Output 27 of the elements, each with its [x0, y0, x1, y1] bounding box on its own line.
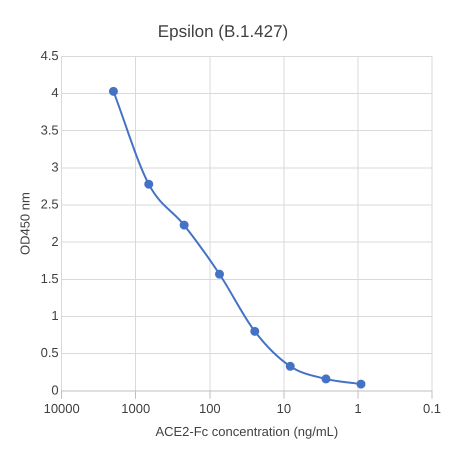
- point: [250, 326, 260, 336]
- y-tick-label: 1.5: [40, 270, 59, 286]
- point: [144, 180, 154, 189]
- point: [214, 270, 224, 279]
- y-tick-label: 1: [51, 308, 59, 324]
- y-tick-label: 2: [51, 234, 59, 249]
- y-tick-label: 2.5: [40, 196, 59, 212]
- point: [180, 220, 189, 230]
- chart-title: Epsilon (B.1.427): [158, 22, 288, 41]
- point: [356, 380, 366, 389]
- x-tick-label: 1: [354, 401, 362, 416]
- y-tick-label: 0: [51, 382, 59, 398]
- x-axis-title: ACE2-Fc concentration (ng/mL): [155, 424, 338, 439]
- x-tick-label: 0.1: [422, 401, 442, 416]
- x-tick-label: 10000: [44, 401, 80, 416]
- y-axis-title: OD450 nm: [17, 192, 32, 256]
- point: [108, 86, 118, 96]
- y-tick-label: 3.5: [40, 122, 59, 138]
- y-tick-label: 0.5: [40, 345, 59, 360]
- point: [321, 374, 330, 384]
- x-tick-label: 100: [198, 401, 221, 416]
- x-tick-label: 1000: [121, 401, 150, 416]
- point: [286, 362, 295, 371]
- y-tick-label: 3: [51, 159, 59, 174]
- y-tick-label: 4.5: [40, 48, 59, 63]
- x-tick-label: 10: [276, 401, 292, 416]
- y-tick-label: 4: [51, 85, 59, 100]
